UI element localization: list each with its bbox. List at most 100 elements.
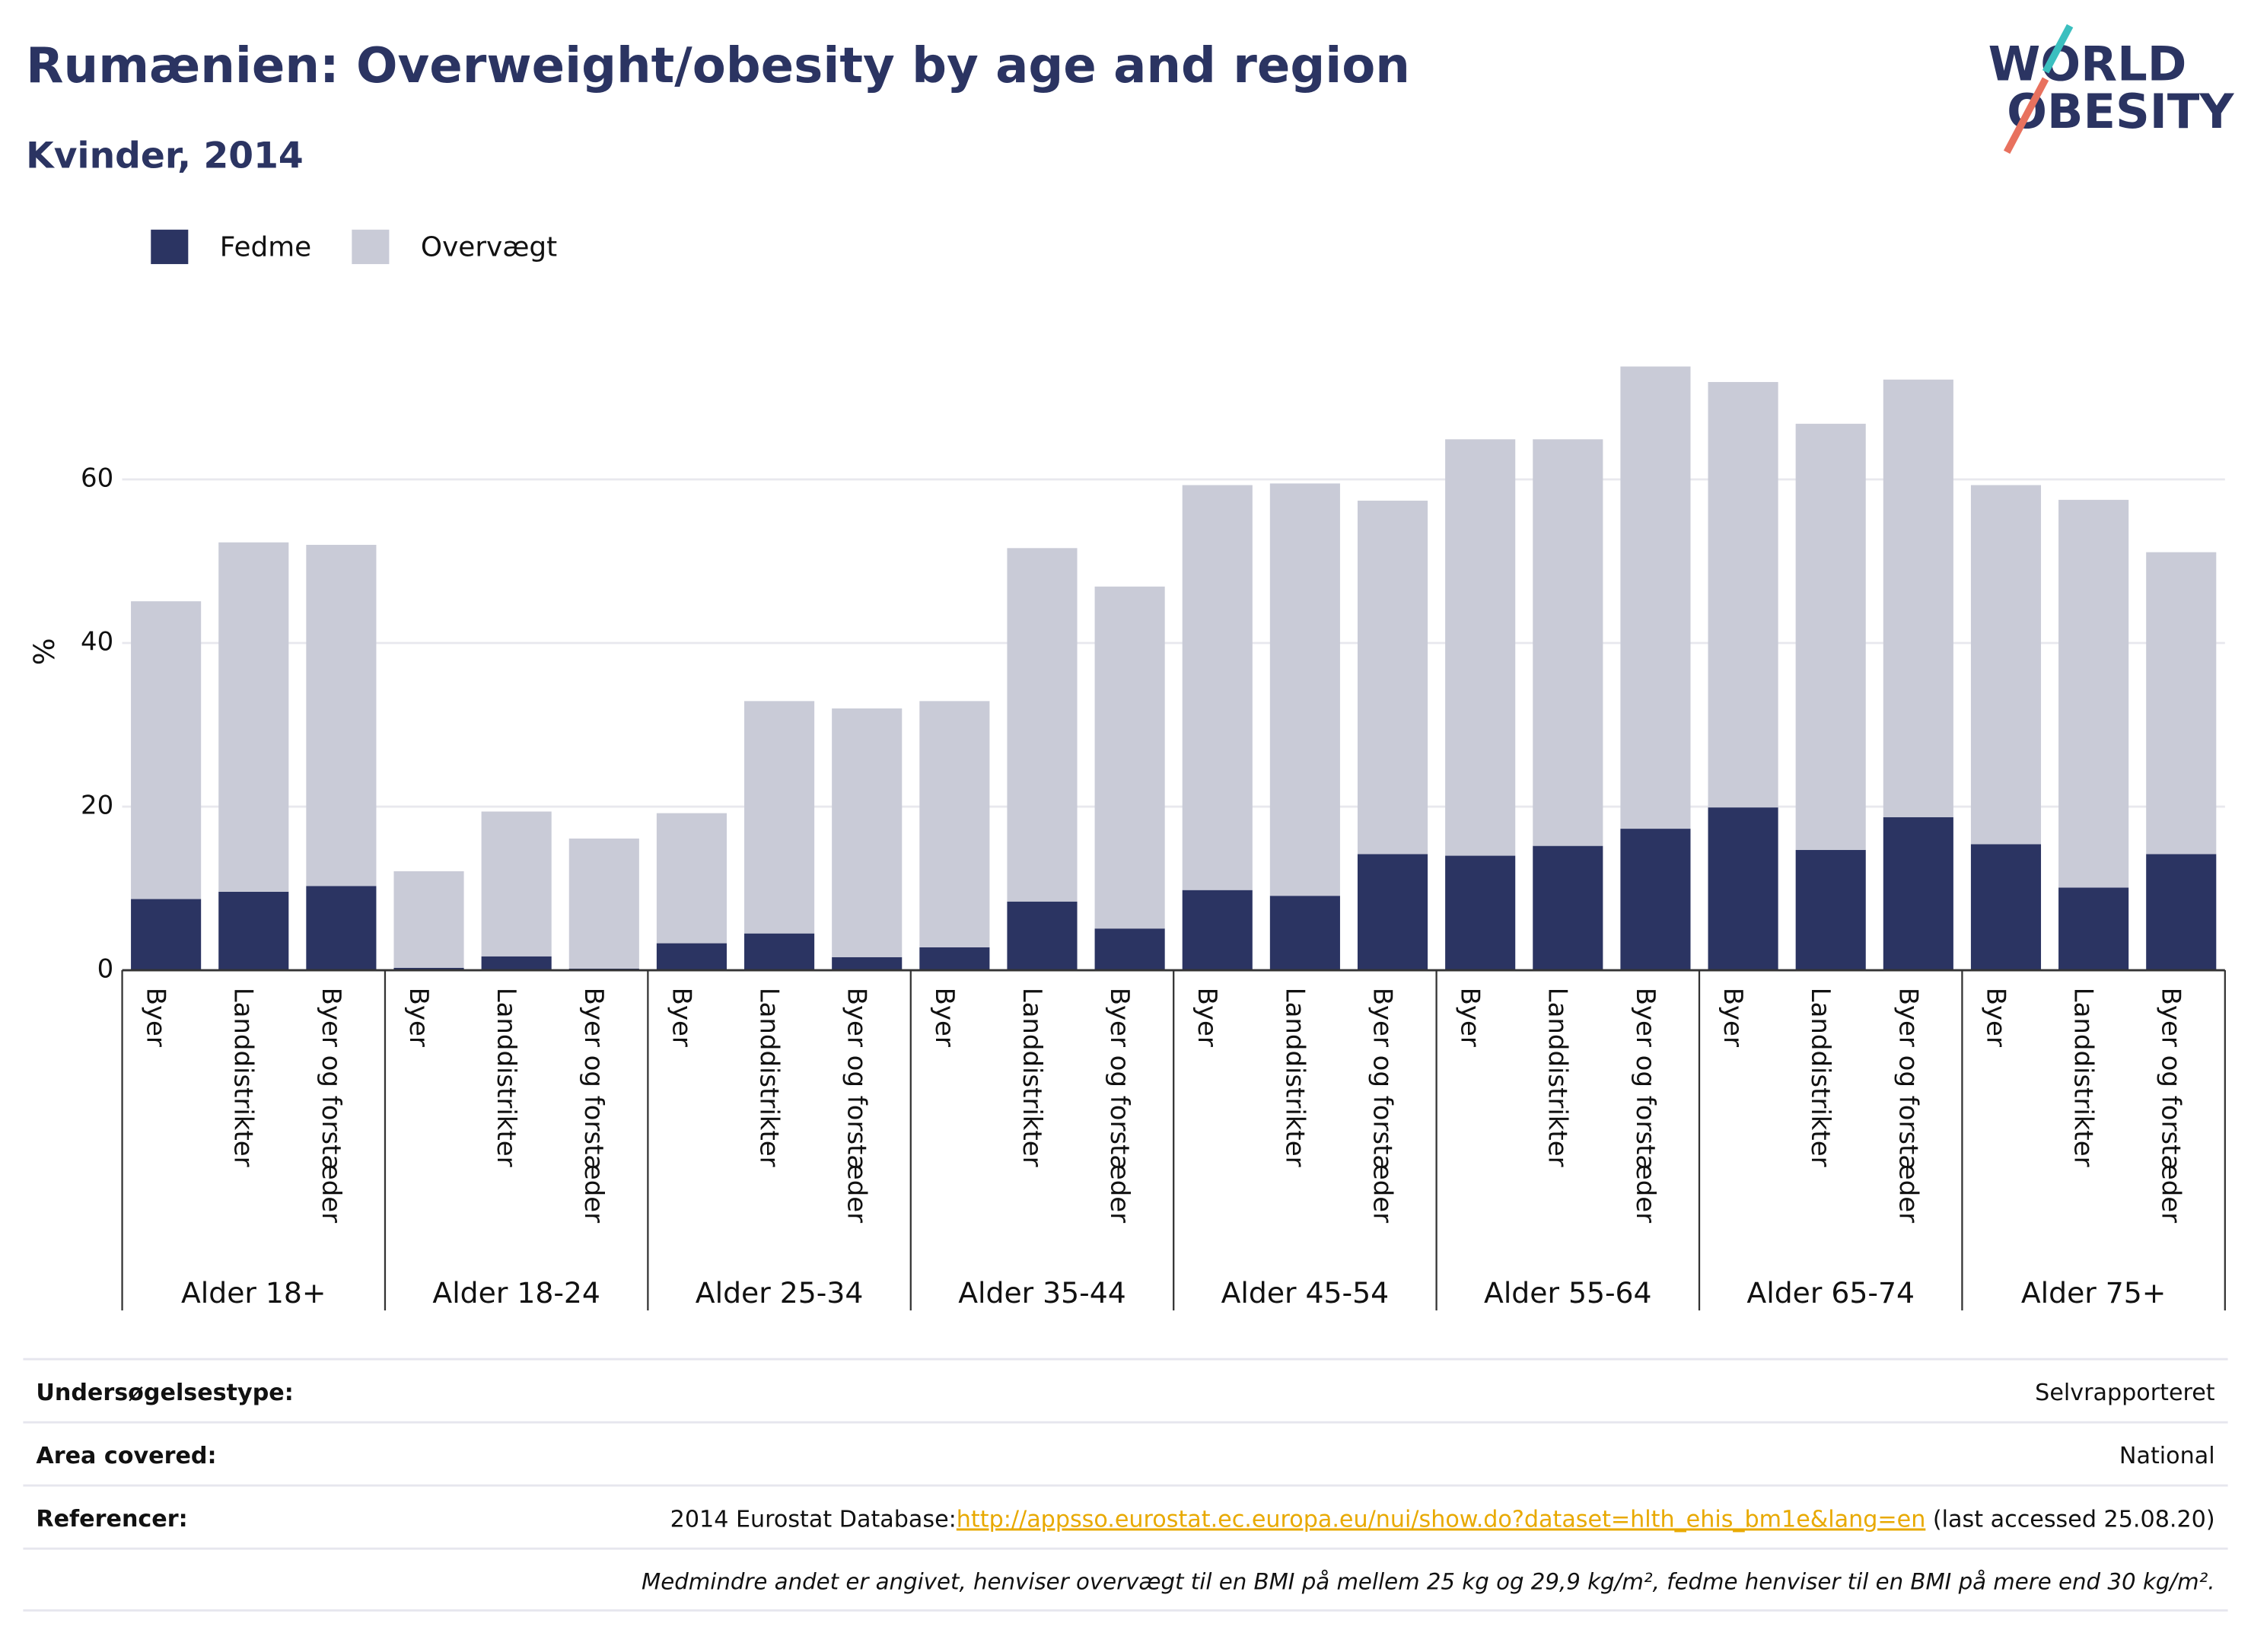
- bar-segment: [656, 813, 727, 944]
- x-tick-label: Byer og forstæder: [2156, 988, 2186, 1223]
- bar-segment: [1007, 548, 1078, 902]
- bar-segment: [1883, 379, 1953, 818]
- bar-segment: [656, 943, 727, 971]
- bar-segment: [306, 544, 377, 886]
- x-tick-label: Byer og forstæder: [1630, 988, 1660, 1223]
- bar-segment: [1357, 854, 1428, 971]
- reference-link: http://appsso.eurostat.ec.europa.eu/nui/…: [957, 1506, 1926, 1533]
- chart-title: Rumænien: Overweight/obesity by age and …: [26, 37, 1410, 94]
- bar-segment: [744, 933, 815, 971]
- bar-segment: [1795, 850, 1866, 971]
- bar-segment: [131, 601, 202, 899]
- group-label: Alder 45-54: [1221, 1276, 1390, 1310]
- legend-swatch: [352, 229, 390, 265]
- bar-segment: [218, 542, 289, 892]
- x-tick-label: Byer og forstæder: [842, 988, 872, 1223]
- bar-segment: [1708, 807, 1778, 971]
- legend-label: Fedme: [220, 231, 311, 263]
- bar-segment: [1007, 901, 1078, 971]
- bar-segment: [306, 886, 377, 971]
- bar-segment: [1182, 485, 1253, 890]
- x-tick-label: Byer: [929, 988, 960, 1047]
- bar-segment: [2146, 552, 2217, 855]
- bar-segment: [1182, 890, 1253, 971]
- bar-segment: [832, 957, 903, 971]
- bar-segment: [1094, 586, 1165, 929]
- logo-line1: WORLD: [1988, 37, 2187, 92]
- y-tick-label: 40: [81, 627, 113, 657]
- bar-segment: [2058, 499, 2129, 888]
- reference-suffix: (last accessed 25.08.20): [1925, 1506, 2214, 1533]
- x-tick-label: Byer og forstæder: [1104, 988, 1135, 1223]
- bar-segment: [393, 967, 464, 971]
- x-tick-label: Byer og forstæder: [1893, 988, 1923, 1223]
- bar-segment: [393, 871, 464, 968]
- logo-slash: [2003, 77, 2049, 154]
- bar-segment: [1269, 896, 1340, 971]
- bar-segment: [218, 891, 289, 971]
- group-label: Alder 18+: [181, 1276, 326, 1310]
- group-label: Alder 25-34: [696, 1276, 864, 1310]
- x-tick-label: Landdistrikter: [491, 988, 521, 1167]
- legend-swatch: [151, 229, 189, 265]
- group-label: Alder 35-44: [958, 1276, 1126, 1310]
- bar-segment: [1533, 845, 1603, 971]
- footer-value: National: [2119, 1443, 2215, 1469]
- legend-label: Overvægt: [421, 231, 557, 263]
- bar-segment: [481, 811, 552, 957]
- bar-segment: [1970, 844, 2042, 971]
- x-tick-label: Landdistrikter: [2068, 988, 2099, 1167]
- footer-label: Undersøgelsestype:: [36, 1380, 293, 1406]
- x-tick-label: Byer: [1192, 988, 1222, 1047]
- footer-label: Referencer:: [36, 1506, 187, 1533]
- footer-note: Medmindre andet er angivet, henviser ove…: [642, 1568, 2215, 1594]
- bar-segment: [1970, 485, 2042, 845]
- bar-segment: [1357, 500, 1428, 855]
- x-tick-label: Byer: [1980, 988, 2011, 1047]
- chart-subtitle: Kvinder, 2014: [26, 135, 304, 177]
- footer-label: Area covered:: [36, 1443, 216, 1469]
- footer-value: Selvrapporteret: [2035, 1380, 2215, 1406]
- bar-segment: [1269, 483, 1340, 896]
- x-tick-label: Byer og forstæder: [1367, 988, 1397, 1223]
- x-tick-label: Landdistrikter: [1543, 988, 1573, 1167]
- x-tick-label: Landdistrikter: [1017, 988, 1047, 1167]
- bar-segment: [1445, 439, 1516, 856]
- group-label: Alder 75+: [2021, 1276, 2167, 1310]
- y-tick-label: 20: [81, 791, 113, 821]
- bar-segment: [1620, 366, 1691, 829]
- y-axis-label: %: [27, 638, 61, 665]
- bar-segment: [568, 838, 639, 969]
- bar-segment: [2146, 854, 2217, 971]
- x-tick-label: Byer: [666, 988, 696, 1047]
- footer: Undersøgelsestype: Selvrapporteret Area co…: [23, 1358, 2228, 1612]
- group-label: Alder 55-64: [1484, 1276, 1652, 1310]
- x-tick-label: Byer: [1718, 988, 1748, 1047]
- x-tick-label: Landdistrikter: [753, 988, 784, 1167]
- bar-segment: [1533, 439, 1603, 846]
- bar-segment: [1445, 855, 1516, 971]
- x-tick-label: Byer: [141, 988, 171, 1047]
- y-tick-label: 0: [97, 954, 114, 985]
- x-tick-label: Landdistrikter: [228, 988, 259, 1167]
- x-tick-label: Byer: [403, 988, 434, 1047]
- footer-reference: 2014 Eurostat Database:http://appsso.eur…: [670, 1506, 2215, 1533]
- x-tick-label: Landdistrikter: [1805, 988, 1836, 1167]
- reference-prefix: 2014 Eurostat Database:: [670, 1506, 957, 1533]
- bar-segment: [131, 899, 202, 971]
- bar-segment: [1620, 829, 1691, 971]
- logo: WORLD OBESITY: [1988, 24, 2234, 154]
- bar-segment: [919, 947, 990, 971]
- x-tick-label: Byer: [1455, 988, 1485, 1047]
- group-label: Alder 65-74: [1746, 1276, 1915, 1310]
- x-tick-label: Byer og forstæder: [578, 988, 609, 1223]
- bar-segment: [1795, 423, 1866, 851]
- bar-segment: [1883, 817, 1953, 971]
- bar-segment: [1094, 928, 1165, 971]
- bar-segment: [481, 956, 552, 971]
- logo-slash: [2042, 24, 2074, 74]
- bar-segment: [832, 708, 903, 957]
- logo-line2: OBESITY: [2007, 84, 2234, 139]
